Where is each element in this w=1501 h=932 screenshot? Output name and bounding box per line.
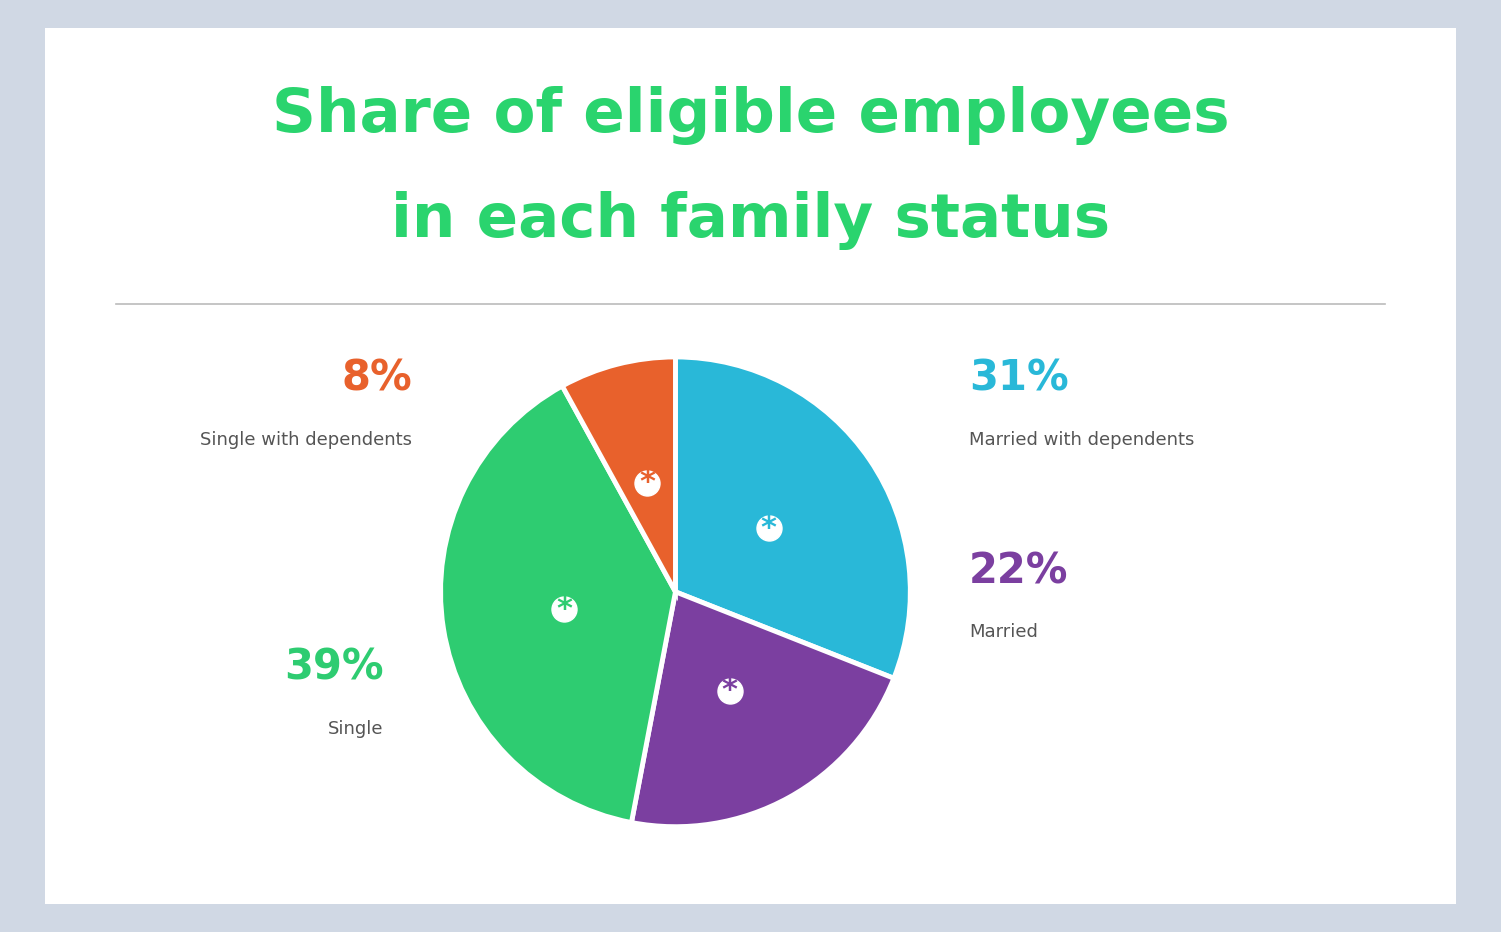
Text: Single: Single — [329, 720, 384, 738]
Text: 22%: 22% — [970, 550, 1069, 592]
Wedge shape — [441, 386, 675, 823]
Text: Married with dependents: Married with dependents — [970, 431, 1195, 448]
Text: 8%: 8% — [341, 357, 411, 400]
Text: Share of eligible employees: Share of eligible employees — [272, 86, 1229, 145]
Text: Single with dependents: Single with dependents — [200, 431, 411, 448]
Text: 39%: 39% — [284, 647, 384, 689]
Text: 31%: 31% — [970, 357, 1069, 400]
Text: *: * — [722, 676, 738, 706]
Text: *: * — [639, 468, 656, 497]
Wedge shape — [675, 357, 910, 678]
Text: *: * — [761, 514, 776, 543]
Text: Married: Married — [970, 624, 1039, 641]
Wedge shape — [563, 357, 675, 592]
Wedge shape — [632, 592, 893, 827]
Text: *: * — [555, 595, 572, 624]
Text: in each family status: in each family status — [390, 191, 1111, 250]
